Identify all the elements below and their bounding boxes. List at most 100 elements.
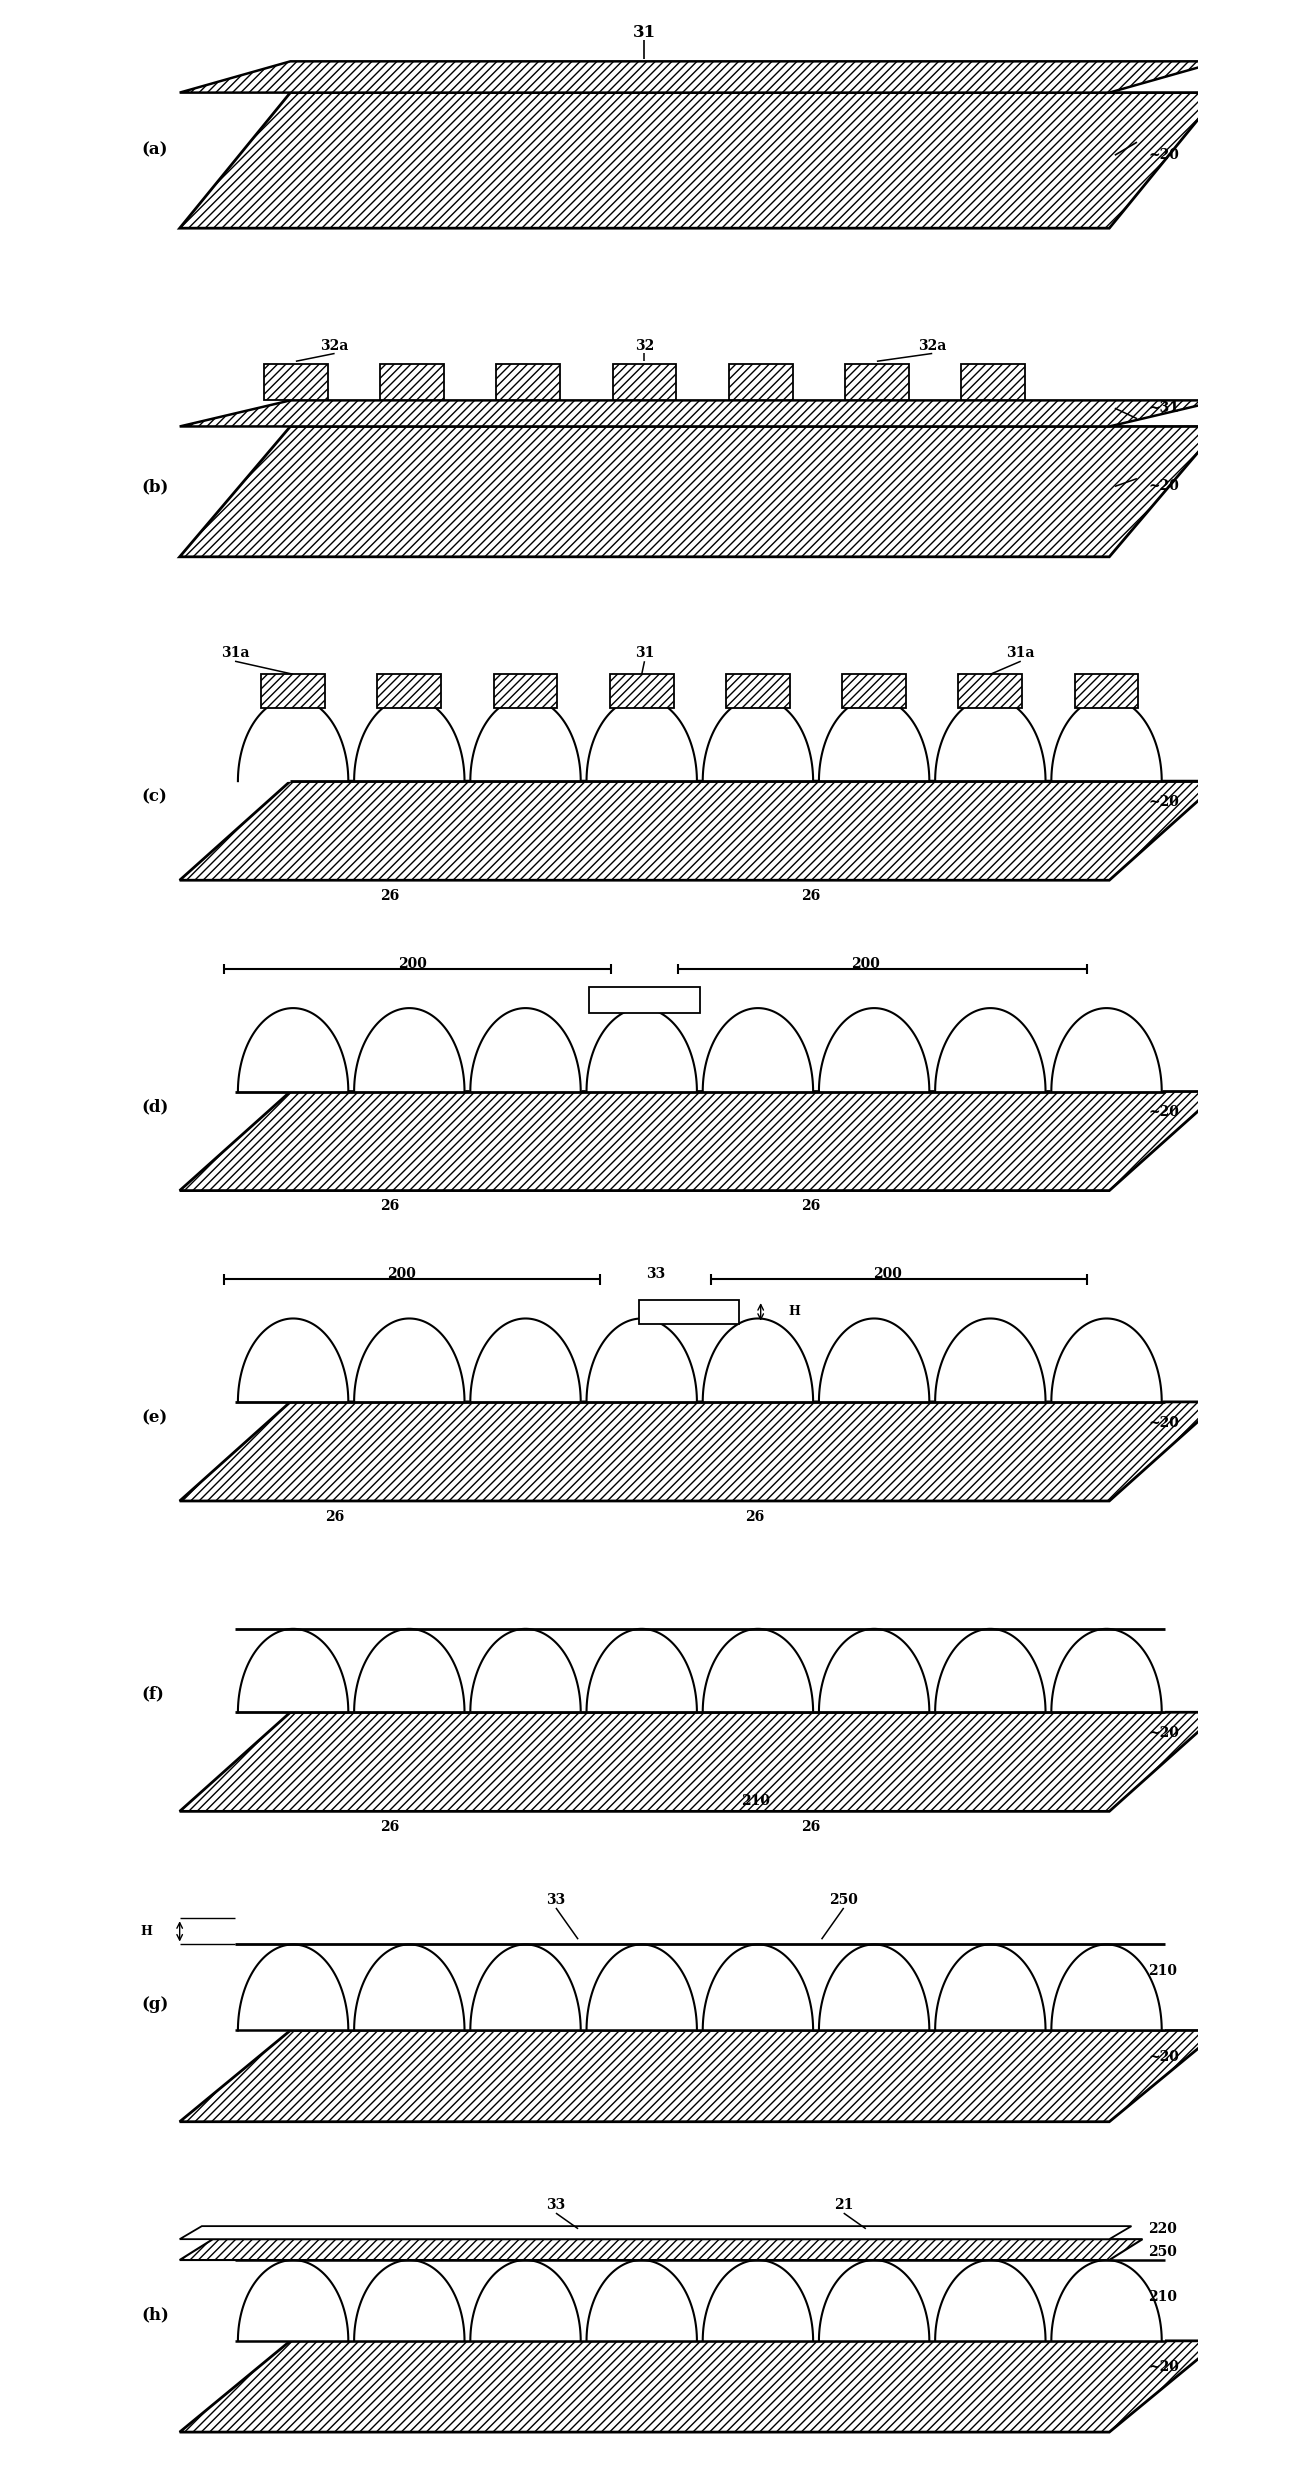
Polygon shape xyxy=(703,1944,814,2031)
Text: 26: 26 xyxy=(801,889,820,904)
Polygon shape xyxy=(470,698,581,782)
Text: ~20: ~20 xyxy=(1148,1105,1178,1120)
Polygon shape xyxy=(180,1403,1220,1500)
Polygon shape xyxy=(354,1944,465,2031)
Polygon shape xyxy=(470,1318,581,1403)
Text: ~20: ~20 xyxy=(1148,2359,1178,2374)
Polygon shape xyxy=(180,782,1220,881)
Polygon shape xyxy=(1051,1318,1161,1403)
Polygon shape xyxy=(935,2260,1046,2341)
Text: (g): (g) xyxy=(141,1996,168,2014)
Text: 26: 26 xyxy=(746,1510,764,1525)
Bar xyxy=(958,675,1022,708)
Polygon shape xyxy=(586,2260,697,2341)
Text: 21: 21 xyxy=(835,2197,853,2212)
Bar xyxy=(380,365,444,400)
Polygon shape xyxy=(703,1318,814,1403)
Bar xyxy=(589,988,700,1013)
Polygon shape xyxy=(470,2260,581,2341)
Polygon shape xyxy=(819,698,930,782)
Text: 31a: 31a xyxy=(221,646,249,660)
Text: 31: 31 xyxy=(635,646,654,660)
Text: 26: 26 xyxy=(326,1510,344,1525)
Polygon shape xyxy=(180,1713,1220,1813)
Text: 210: 210 xyxy=(741,1793,769,1808)
Bar xyxy=(378,675,441,708)
Polygon shape xyxy=(1051,2260,1161,2341)
Text: 32a: 32a xyxy=(320,338,349,353)
Text: (d): (d) xyxy=(141,1097,168,1115)
Polygon shape xyxy=(586,1629,697,1713)
Text: 26: 26 xyxy=(801,1199,820,1214)
Bar xyxy=(961,365,1025,400)
Text: (a): (a) xyxy=(141,142,168,159)
Text: 26: 26 xyxy=(380,889,400,904)
Bar xyxy=(1074,675,1138,708)
Polygon shape xyxy=(238,1629,349,1713)
Text: 33: 33 xyxy=(547,2197,565,2212)
Polygon shape xyxy=(470,1008,581,1093)
Text: 26: 26 xyxy=(380,1199,400,1214)
Text: ~20: ~20 xyxy=(1148,1726,1178,1741)
Text: (f): (f) xyxy=(141,1686,164,1703)
Text: (e): (e) xyxy=(141,1408,167,1425)
Polygon shape xyxy=(586,698,697,782)
Text: ~20: ~20 xyxy=(1148,149,1178,161)
Text: 250: 250 xyxy=(829,1892,858,1907)
Text: 220: 220 xyxy=(1148,2222,1177,2235)
Text: 200: 200 xyxy=(397,956,427,971)
Bar xyxy=(845,365,909,400)
Polygon shape xyxy=(703,1629,814,1713)
Text: 250: 250 xyxy=(1148,2245,1177,2260)
Text: 200: 200 xyxy=(387,1266,415,1281)
Bar xyxy=(493,675,557,708)
Bar xyxy=(639,1301,738,1323)
Bar xyxy=(842,675,906,708)
Polygon shape xyxy=(238,1008,349,1093)
Text: 33: 33 xyxy=(646,1266,665,1281)
Polygon shape xyxy=(1051,1629,1161,1713)
Polygon shape xyxy=(180,92,1220,228)
Polygon shape xyxy=(1051,698,1161,782)
Polygon shape xyxy=(180,400,1220,427)
Text: ~20: ~20 xyxy=(1148,479,1178,494)
Polygon shape xyxy=(180,1093,1220,1192)
Text: (h): (h) xyxy=(141,2307,169,2324)
Polygon shape xyxy=(935,1318,1046,1403)
Text: ~31: ~31 xyxy=(1148,402,1180,415)
Polygon shape xyxy=(354,698,465,782)
Polygon shape xyxy=(238,1318,349,1403)
Polygon shape xyxy=(354,2260,465,2341)
Polygon shape xyxy=(819,1008,930,1093)
Polygon shape xyxy=(935,698,1046,782)
Polygon shape xyxy=(180,62,1220,92)
Polygon shape xyxy=(470,1629,581,1713)
Polygon shape xyxy=(1051,1008,1161,1093)
Polygon shape xyxy=(238,2260,349,2341)
Text: H: H xyxy=(788,1306,799,1318)
Text: ~20: ~20 xyxy=(1148,1415,1178,1430)
Text: 210: 210 xyxy=(1148,1964,1177,1976)
Polygon shape xyxy=(180,2341,1220,2433)
Text: ~20: ~20 xyxy=(1148,795,1178,809)
Polygon shape xyxy=(180,427,1220,556)
Text: H: H xyxy=(141,1924,152,1937)
Polygon shape xyxy=(703,2260,814,2341)
Bar xyxy=(612,365,677,400)
Polygon shape xyxy=(238,1944,349,2031)
Polygon shape xyxy=(354,1008,465,1093)
Polygon shape xyxy=(470,1944,581,2031)
Text: 32a: 32a xyxy=(918,338,947,353)
Bar xyxy=(727,675,790,708)
Polygon shape xyxy=(703,698,814,782)
Bar xyxy=(234,2255,1164,2341)
Bar xyxy=(234,1621,1164,1713)
Polygon shape xyxy=(935,1944,1046,2031)
Polygon shape xyxy=(180,2227,1131,2240)
Bar xyxy=(262,675,326,708)
Polygon shape xyxy=(819,1318,930,1403)
Text: 32: 32 xyxy=(635,338,654,353)
Text: 26: 26 xyxy=(380,1820,400,1835)
Text: 210: 210 xyxy=(1148,2289,1177,2304)
Polygon shape xyxy=(354,1318,465,1403)
